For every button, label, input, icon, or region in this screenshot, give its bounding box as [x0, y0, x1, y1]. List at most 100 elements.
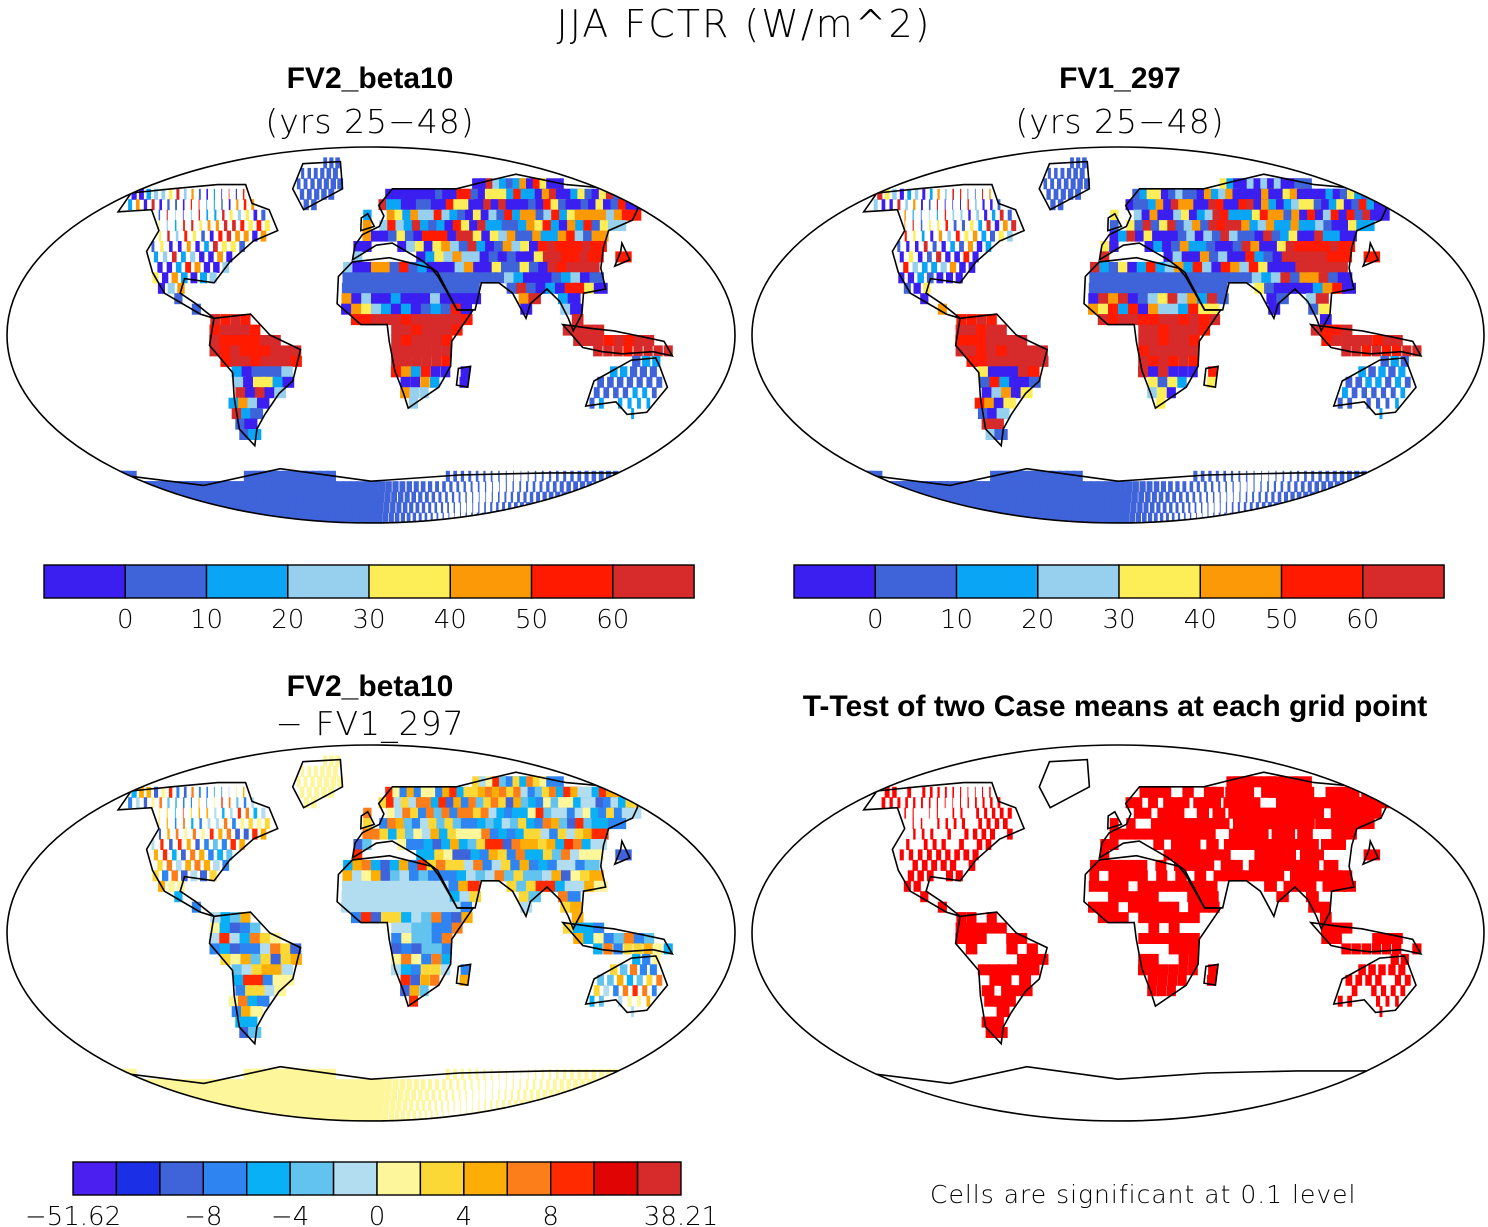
grid-cell	[321, 188, 327, 200]
grid-cell	[317, 178, 322, 190]
grid-cell	[1140, 199, 1151, 211]
grid-cell	[1108, 891, 1119, 903]
grid-cell	[566, 481, 571, 493]
grid-cell	[1199, 849, 1212, 861]
grid-cell	[515, 828, 530, 840]
grid-cell	[1331, 922, 1343, 934]
grid-cell	[174, 220, 177, 232]
grid-cell	[663, 345, 673, 357]
grid-cell	[472, 828, 486, 840]
grid-cell	[213, 797, 215, 809]
panel1-subtitle: (yrs 25−48)	[265, 102, 475, 141]
grid-cell	[1189, 512, 1192, 523]
grid-cell	[449, 807, 462, 819]
grid-cell	[586, 491, 594, 503]
grid-cell	[921, 230, 925, 242]
grid-cell	[1246, 512, 1251, 523]
grid-cell	[431, 345, 442, 357]
grid-cell	[1236, 807, 1251, 819]
grid-cell	[206, 797, 208, 809]
grid-cell	[956, 512, 974, 523]
grid-cell	[537, 241, 553, 252]
grid-cell	[459, 1100, 461, 1112]
grid-cell	[337, 491, 347, 503]
grid-cell	[565, 512, 575, 523]
grid-cell	[1170, 797, 1182, 809]
grid-cell	[445, 261, 458, 273]
grid-cell	[1290, 491, 1295, 503]
grid-cell	[408, 859, 420, 871]
grid-cell	[905, 199, 908, 211]
grid-cell	[504, 512, 509, 523]
grid-cell	[439, 891, 452, 903]
grid-cell	[362, 839, 372, 850]
grid-cell	[526, 1079, 529, 1091]
grid-cell	[1201, 502, 1203, 514]
grid-cell	[593, 387, 600, 399]
grid-cell	[1385, 397, 1390, 409]
grid-cell	[223, 220, 228, 232]
grid-cell	[1168, 912, 1180, 924]
grid-cell	[1246, 828, 1260, 840]
grid-cell	[632, 985, 638, 997]
grid-cell	[1321, 933, 1332, 944]
grid-cell	[229, 209, 233, 221]
grid-cell	[221, 839, 227, 850]
grid-cell	[237, 807, 241, 819]
figure-title: JJA FCTR (W/m^2)	[556, 2, 932, 46]
grid-cell	[547, 261, 562, 273]
grid-cell	[965, 943, 978, 955]
grid-cell	[1089, 481, 1099, 493]
grid-cell	[429, 282, 441, 294]
grid-cell	[1390, 985, 1396, 997]
grid-cell	[299, 786, 305, 798]
grid-cell	[456, 188, 469, 200]
grid-cell	[303, 178, 308, 190]
grid-cell	[392, 786, 402, 798]
grid-cell	[465, 1089, 467, 1101]
grid-cell	[390, 901, 402, 913]
grid-cell	[497, 251, 511, 263]
grid-cell	[1011, 220, 1017, 232]
grid-cell	[1148, 901, 1159, 913]
grid-cell	[321, 481, 332, 493]
grid-cell	[1394, 376, 1401, 388]
coastline-seasia	[1308, 323, 1423, 358]
grid-cell	[1043, 491, 1055, 503]
grid-cell	[337, 1089, 347, 1101]
grid-cell	[656, 376, 663, 388]
grid-cell	[420, 786, 432, 798]
grid-cell	[574, 491, 581, 503]
grid-cell	[380, 261, 391, 273]
grid-cell	[181, 251, 186, 263]
grid-cell	[1147, 293, 1159, 305]
grid-cell	[180, 512, 200, 523]
grid-cell	[361, 282, 372, 294]
grid-cell	[1172, 849, 1184, 861]
grid-cell	[409, 880, 421, 892]
coastline-namerica	[116, 781, 279, 918]
grid-cell	[1135, 230, 1146, 242]
grid-cell	[469, 891, 482, 903]
grid-cell	[972, 828, 978, 840]
grid-cell	[465, 1110, 467, 1121]
grid-cell	[511, 839, 526, 850]
grid-cell	[619, 964, 628, 976]
grid-cell	[1067, 188, 1074, 200]
grid-cell	[1347, 491, 1356, 503]
grid-cell	[1295, 859, 1310, 871]
grid-cell	[1368, 964, 1376, 976]
grid-cell	[341, 282, 352, 294]
grid-cell	[1251, 870, 1265, 882]
grid-cell	[416, 251, 428, 263]
grid-cell	[335, 1079, 345, 1091]
grid-cell	[191, 901, 201, 913]
grid-cell	[1088, 303, 1099, 315]
grid-cell	[204, 512, 222, 523]
grid-cell	[442, 481, 446, 493]
grid-cell	[377, 1089, 385, 1101]
grid-cell	[1146, 188, 1157, 200]
grid-cell	[352, 859, 363, 871]
grid-cell	[928, 199, 931, 211]
grid-cell	[240, 220, 245, 232]
